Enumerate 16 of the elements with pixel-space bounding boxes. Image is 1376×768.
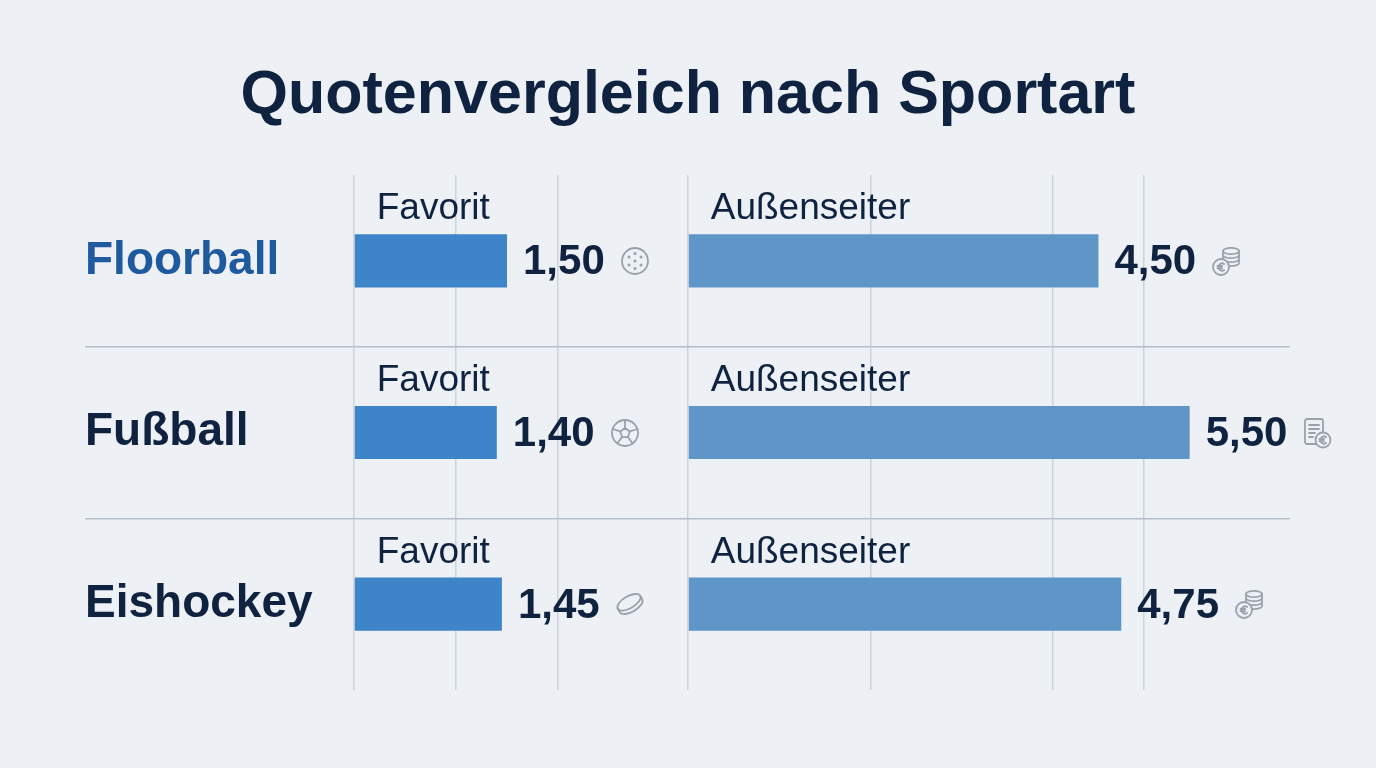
data-label: 1,45	[517, 579, 600, 627]
chart-title: Quotenvergleich nach Sportart	[240, 57, 1136, 128]
text: Außenseiter	[710, 529, 911, 571]
series-label: Außenseiter	[710, 186, 911, 228]
data-label: 5,50	[1205, 408, 1288, 456]
series-label: Favorit	[376, 186, 491, 228]
y-tick-label: Fußball	[85, 403, 249, 456]
data-label: 4,75	[1137, 579, 1220, 627]
text: Außenseiter	[710, 357, 911, 399]
data-label: 1,40	[512, 408, 595, 456]
y-tick-label: Floorball	[85, 231, 280, 284]
y-tick-label: Eishockey	[85, 574, 313, 627]
data-label: 4,50	[1114, 236, 1197, 284]
data-label: 1,50	[523, 236, 605, 284]
text: Favorit	[376, 357, 490, 399]
text: Favorit	[376, 529, 490, 571]
